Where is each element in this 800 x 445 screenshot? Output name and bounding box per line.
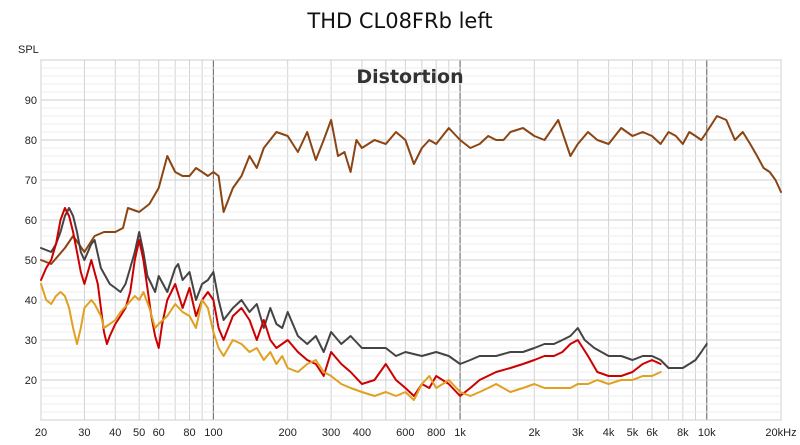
y-tick-label: 60 xyxy=(25,215,37,227)
chart-subtitle: Distortion xyxy=(356,66,463,88)
y-axis-label: SPL xyxy=(18,44,39,56)
x-tick-label: 400 xyxy=(353,427,371,439)
series-line-1 xyxy=(40,115,782,265)
x-tick-label: 800 xyxy=(427,427,445,439)
x-tick-label: 3k xyxy=(572,427,584,439)
x-tick-label: 300 xyxy=(322,427,340,439)
x-tick-label: 100 xyxy=(204,427,222,439)
series-line-4 xyxy=(40,283,662,401)
series-layer xyxy=(40,115,782,401)
x-tick-label: 1k xyxy=(454,427,466,439)
y-tick-label: 80 xyxy=(25,135,37,147)
chart-title: THD CL08FRb left xyxy=(306,9,492,33)
series-line-2 xyxy=(40,207,708,369)
y-tick-label: 40 xyxy=(25,295,37,307)
y-tick-label: 90 xyxy=(25,95,37,107)
x-tick-label: 30 xyxy=(78,427,90,439)
x-tick-label: 2k xyxy=(529,427,541,439)
x-tick-label: 5k xyxy=(627,427,639,439)
plot-area xyxy=(40,59,782,421)
x-tick-label: 60 xyxy=(153,427,165,439)
y-tick-label: 70 xyxy=(25,175,37,187)
x-tick-label: 200 xyxy=(278,427,296,439)
y-tick-label: 20 xyxy=(25,375,37,387)
tick-layer: 20 30 40 50 60 70 80 90 20 30 40 50 60 80 100 200 300 400… xyxy=(25,95,797,439)
x-tick-label: 4k xyxy=(603,427,615,439)
x-tick-label: 10k xyxy=(698,427,716,439)
x-tick-label: 600 xyxy=(396,427,414,439)
x-tick-label: 20kHz xyxy=(765,427,796,439)
x-tick-label: 40 xyxy=(109,427,121,439)
x-tick-label: 8k xyxy=(677,427,689,439)
x-tick-label: 20 xyxy=(35,427,47,439)
x-tick-label: 6k xyxy=(646,427,658,439)
x-tick-label: 50 xyxy=(133,427,145,439)
y-tick-label: 50 xyxy=(25,255,37,267)
y-tick-label: 30 xyxy=(25,335,37,347)
x-tick-label: 80 xyxy=(183,427,195,439)
